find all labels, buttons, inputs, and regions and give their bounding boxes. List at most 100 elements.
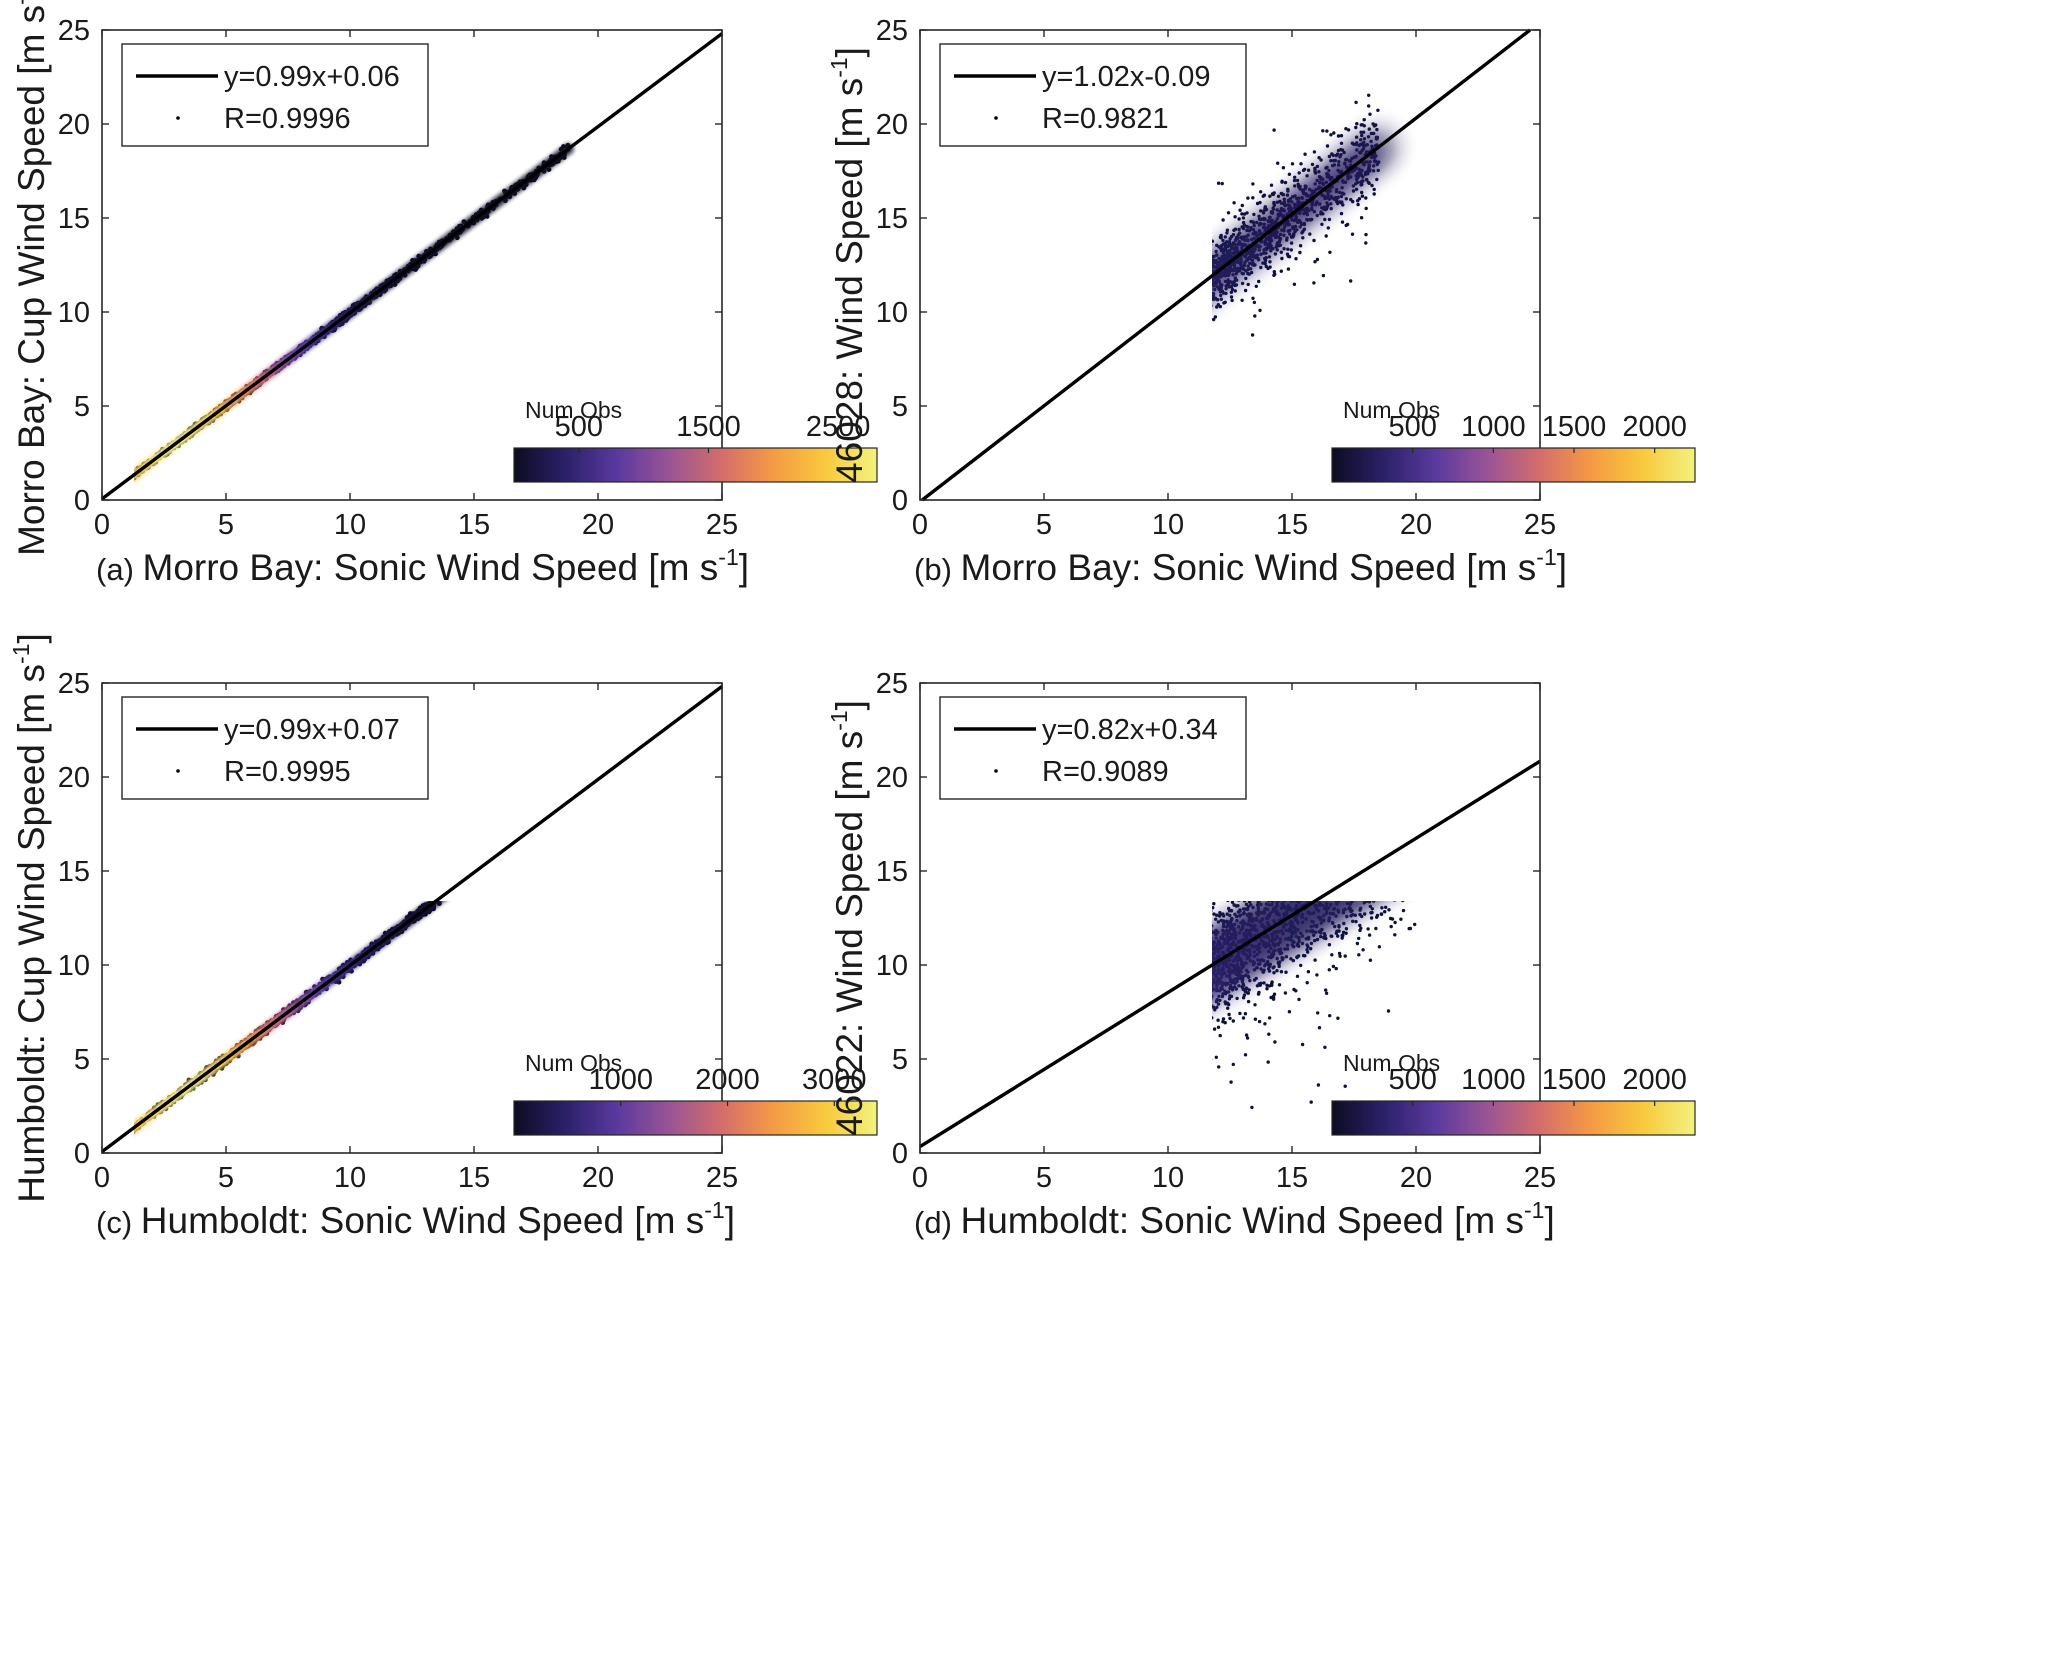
panel-a-xtick-label: 15 <box>458 509 490 541</box>
panel-a-ytick-label: 15 <box>58 203 90 235</box>
panel-d-legend-fit-label: y=0.82x+0.34 <box>1042 714 1218 746</box>
panel-d-colorbar-tick-label: 500 <box>1388 1064 1436 1096</box>
panel-a-legend-r-label: R=0.9996 <box>224 103 351 135</box>
panel-c-legend-marker-swatch <box>176 769 180 773</box>
panel-b-ytick-label: 25 <box>876 15 908 47</box>
panel-b-ytick-label: 20 <box>876 109 908 141</box>
panel-c-label: (c) <box>96 1205 141 1240</box>
panel-d-colorbar-tick-label: 1500 <box>1542 1064 1607 1096</box>
panel-b-xtick-label: 5 <box>1036 509 1052 541</box>
panel-b-ytick-label: 5 <box>892 391 908 423</box>
panel-b-legend-marker-swatch <box>994 116 998 120</box>
panel-a-legend-fit-label: y=0.99x+0.06 <box>224 61 400 93</box>
panel-b-ylabel-exponent: -1 <box>826 57 852 77</box>
panel-a-ylabel-exponent: -1 <box>8 0 34 5</box>
panel-d-xtick-label: 10 <box>1152 1162 1184 1194</box>
panel-c-ylabel: Humboldt: Cup Wind Speed [m s-1] <box>8 633 52 1203</box>
panel-b-legend-r-label: R=0.9821 <box>1042 103 1169 135</box>
panel-d-ytick-label: 15 <box>876 856 908 888</box>
panel-c-ytick-label: 15 <box>58 856 90 888</box>
panel-a-xtick-label: 10 <box>334 509 366 541</box>
panel-a-xtick-label: 20 <box>582 509 614 541</box>
panel-d-ylabel-exponent: -1 <box>826 710 852 730</box>
panel-d-ylabel: 46022: Wind Speed [m s-1] <box>826 700 870 1136</box>
panel-b-points <box>903 94 1401 561</box>
panel-d-ytick-label: 25 <box>876 668 908 700</box>
panel-a-xtick-label: 25 <box>706 509 738 541</box>
panel-c-colorbar-gradient <box>514 1101 877 1135</box>
panel-c-xtick-label: 20 <box>582 1162 614 1194</box>
panel-c-colorbar-tick-label: 2000 <box>695 1064 760 1096</box>
panel-a-xlabel: (a) Morro Bay: Sonic Wind Speed [m s-1] <box>96 544 749 588</box>
panel-b-colorbar-tick-label: 1500 <box>1542 411 1607 443</box>
panel-b-ytick-label: 10 <box>876 297 908 329</box>
panel-d-xlabel: (d) Humboldt: Sonic Wind Speed [m s-1] <box>914 1197 1555 1241</box>
panel-c-xtick-label: 10 <box>334 1162 366 1194</box>
panel-d-ytick-label: 10 <box>876 950 908 982</box>
panel-a-ytick-label: 20 <box>58 109 90 141</box>
panel-d-ylabel-text: 46022: Wind Speed [m s <box>829 731 870 1136</box>
panel-d-xlabel-exponent: -1 <box>1524 1197 1544 1223</box>
panel-a-colorbar-tick-label: 1500 <box>676 411 741 443</box>
panel-b-xlabel-exponent: -1 <box>1536 544 1556 570</box>
panel-a-ytick-label: 25 <box>58 15 90 47</box>
panel-b-xtick-label: 15 <box>1276 509 1308 541</box>
panel-d-legend-r-label: R=0.9089 <box>1042 756 1169 788</box>
panel-c-xtick-label: 15 <box>458 1162 490 1194</box>
panel-b-ytick-label: 0 <box>892 485 908 517</box>
panel-d-colorbar-tick-label: 1000 <box>1461 1064 1526 1096</box>
panel-a-label: (a) <box>96 552 143 587</box>
panel-b-ylabel: 46028: Wind Speed [m s-1] <box>826 47 870 483</box>
panel-c-xlabel: (c) Humboldt: Sonic Wind Speed [m s-1] <box>96 1197 735 1241</box>
panel-c-ytick-label: 5 <box>74 1044 90 1076</box>
panel-d-xtick-label: 15 <box>1276 1162 1308 1194</box>
panel-b-legend: y=1.02x-0.09 R=0.9821 <box>940 44 1246 146</box>
panel-c-ytick-label: 25 <box>58 668 90 700</box>
panel-d-colorbar-gradient <box>1332 1101 1695 1135</box>
panel-a-ytick-label: 5 <box>74 391 90 423</box>
panel-b-xlabel-close: ] <box>1557 547 1567 588</box>
panel-b-label: (b) <box>914 552 961 587</box>
panel-b-ylabel-close: ] <box>829 47 870 57</box>
panel-b-colorbar-tick-label: 500 <box>1388 411 1436 443</box>
panel-c-colorbar-tick-label: 1000 <box>589 1064 654 1096</box>
panel-b-scatter-outliers <box>926 94 1380 561</box>
panel-c-ylabel-close: ] <box>11 633 52 643</box>
panel-d-legend: y=0.82x+0.34 R=0.9089 <box>940 697 1246 799</box>
panel-c-legend: y=0.99x+0.07R=0.9995 <box>122 697 428 799</box>
panel-a-ylabel-text: Morro Bay: Cup Wind Speed [m s <box>11 5 52 556</box>
panel-a-colorbar-tick-label: 500 <box>555 411 603 443</box>
panel-a-xtick-label: 5 <box>218 509 234 541</box>
panel-d-xtick-label: 25 <box>1524 1162 1556 1194</box>
panel-a-ylabel: Morro Bay: Cup Wind Speed [m s-1] <box>8 0 52 556</box>
panel-c-ytick-label: 10 <box>58 950 90 982</box>
panel-d-label: (d) <box>914 1205 961 1240</box>
panel-a-xlabel-close: ] <box>739 547 749 588</box>
panel-a-legend-marker-swatch <box>176 116 180 120</box>
panel-a-xtick-label: 0 <box>94 509 110 541</box>
panel-d-ylabel-close: ] <box>829 700 870 710</box>
panel-a-ytick-label: 10 <box>58 297 90 329</box>
panel-b-xlabel-text: Morro Bay: Sonic Wind Speed [m s <box>961 547 1537 588</box>
panel-c-ytick-label: 20 <box>58 762 90 794</box>
panel-b-xtick-label: 10 <box>1152 509 1184 541</box>
panel-b-colorbar-tick-label: 2000 <box>1622 411 1687 443</box>
panel-d-legend-marker-swatch <box>994 769 998 773</box>
panel-b-ytick-label: 15 <box>876 203 908 235</box>
panel-b-legend-fit-label: y=1.02x-0.09 <box>1042 61 1210 93</box>
panel-c-ylabel-exponent: -1 <box>8 644 34 664</box>
panel-d-xtick-label: 20 <box>1400 1162 1432 1194</box>
panel-b-colorbar-gradient <box>1332 448 1695 482</box>
panel-c-xtick-label: 5 <box>218 1162 234 1194</box>
panel-c-xtick-label: 0 <box>94 1162 110 1194</box>
panel-d-ytick-label: 0 <box>892 1138 908 1170</box>
panel-c-legend-r-label: R=0.9995 <box>224 756 351 788</box>
panel-b-xtick-label: 0 <box>912 509 928 541</box>
